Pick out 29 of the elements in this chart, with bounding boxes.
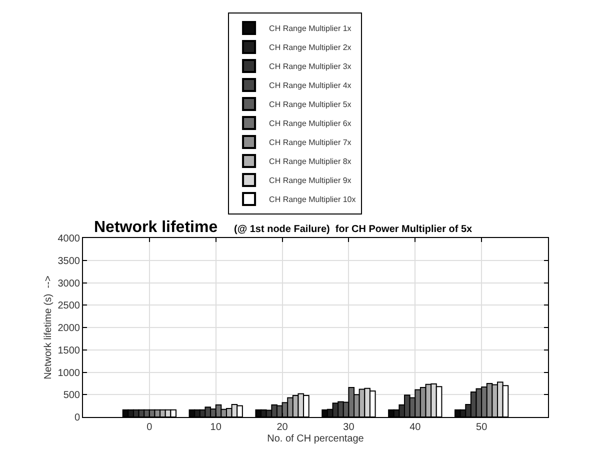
y-tick-label: 0 [74, 412, 80, 424]
y-tick-label: 3500 [58, 256, 80, 267]
legend-label: CH Range Multiplier 9x [269, 176, 352, 186]
y-axis-title: Network lifetime (s) --> [42, 276, 54, 380]
legend-label: CH Range Multiplier 10x [269, 195, 356, 204]
chart-title: Network lifetime [94, 219, 218, 236]
y-tick-label: 2500 [58, 300, 80, 312]
x-tick-label: 0 [146, 422, 153, 433]
chart-subtitle: (@ 1st node Failure) for CH Power Multiplier of 5x [234, 224, 473, 235]
y-tick-label: 3000 [58, 278, 80, 290]
legend-label: CH Range Multiplier 4x [269, 81, 352, 90]
legend-label: CH Range Multiplier 6x [269, 119, 352, 128]
x-tick-label: 30 [343, 422, 355, 433]
legend-label: CH Range Multiplier 7x [269, 138, 352, 148]
legend-label: CH Range Multiplier 5x [269, 100, 352, 110]
x-axis-title: No. of CH percentage [267, 434, 364, 444]
y-tick-label: 1000 [58, 368, 80, 379]
y-tick-label: 2000 [58, 323, 80, 334]
y-tick-label: 4000 [58, 234, 80, 244]
x-tick-label: 40 [410, 422, 422, 433]
y-tick-label: 1500 [58, 345, 80, 356]
x-tick-label: 20 [276, 422, 288, 433]
legend-label: CH Range Multiplier 8x [269, 157, 352, 166]
legend-label: CH Range Multiplier 3x [269, 62, 352, 72]
legend-label: CH Range Multiplier 2x [269, 43, 352, 52]
x-tick-label: 50 [476, 422, 488, 433]
legend-label: CH Range Multiplier 1x [269, 24, 352, 34]
y-tick-label: 500 [63, 390, 80, 402]
x-tick-label: 10 [210, 422, 222, 433]
